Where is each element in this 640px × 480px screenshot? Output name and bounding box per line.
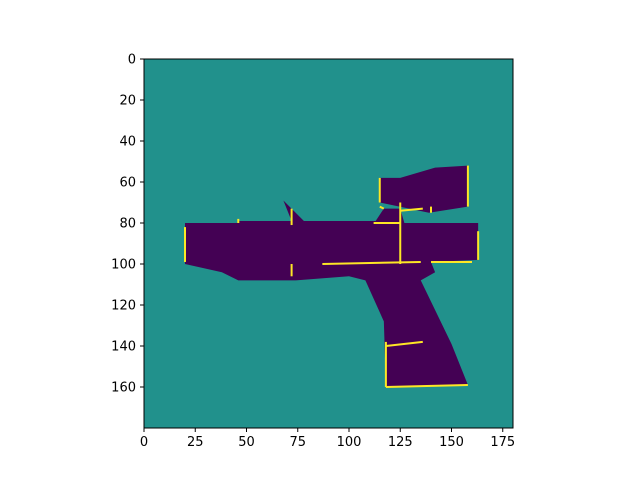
y-axis: 0 20 40 60 80 100 120 140 160 — [111, 53, 144, 396]
x-tick-label-6: 150 — [439, 435, 464, 450]
edge-segment-10 — [322, 260, 421, 265]
y-tick-label-0: 0 — [128, 53, 136, 68]
edge-segment-9 — [400, 207, 423, 212]
x-tick-label-4: 100 — [337, 435, 362, 450]
edge-layer — [184, 165, 480, 388]
object-region-1 — [379, 165, 468, 213]
x-tick-label-0: 0 — [140, 435, 148, 450]
y-tick-label-1: 20 — [119, 94, 136, 109]
x-tick-label-3: 75 — [289, 435, 306, 450]
edge-segment-14 — [385, 340, 423, 347]
y-tick-label-7: 140 — [111, 340, 136, 355]
x-tick-label-1: 25 — [187, 435, 204, 450]
y-tick-label-8: 160 — [111, 381, 136, 396]
edge-segment-15 — [385, 383, 468, 388]
object-layer — [185, 165, 479, 387]
x-axis: 0 25 50 75 100 125 150 175 — [140, 428, 515, 450]
x-tick-label-2: 50 — [238, 435, 255, 450]
plot-area — [143, 58, 514, 429]
object-region-0 — [185, 200, 479, 387]
x-tick-label-5: 125 — [388, 435, 413, 450]
edge-segment-5 — [379, 205, 385, 210]
y-tick-label-4: 80 — [119, 217, 136, 232]
axes-frame — [143, 58, 514, 429]
y-tick-label-2: 40 — [119, 135, 136, 150]
y-tick-label-3: 60 — [119, 176, 136, 191]
y-tick-label-5: 100 — [111, 258, 136, 273]
y-tick-label-6: 120 — [111, 299, 136, 314]
x-tick-label-7: 175 — [490, 435, 515, 450]
